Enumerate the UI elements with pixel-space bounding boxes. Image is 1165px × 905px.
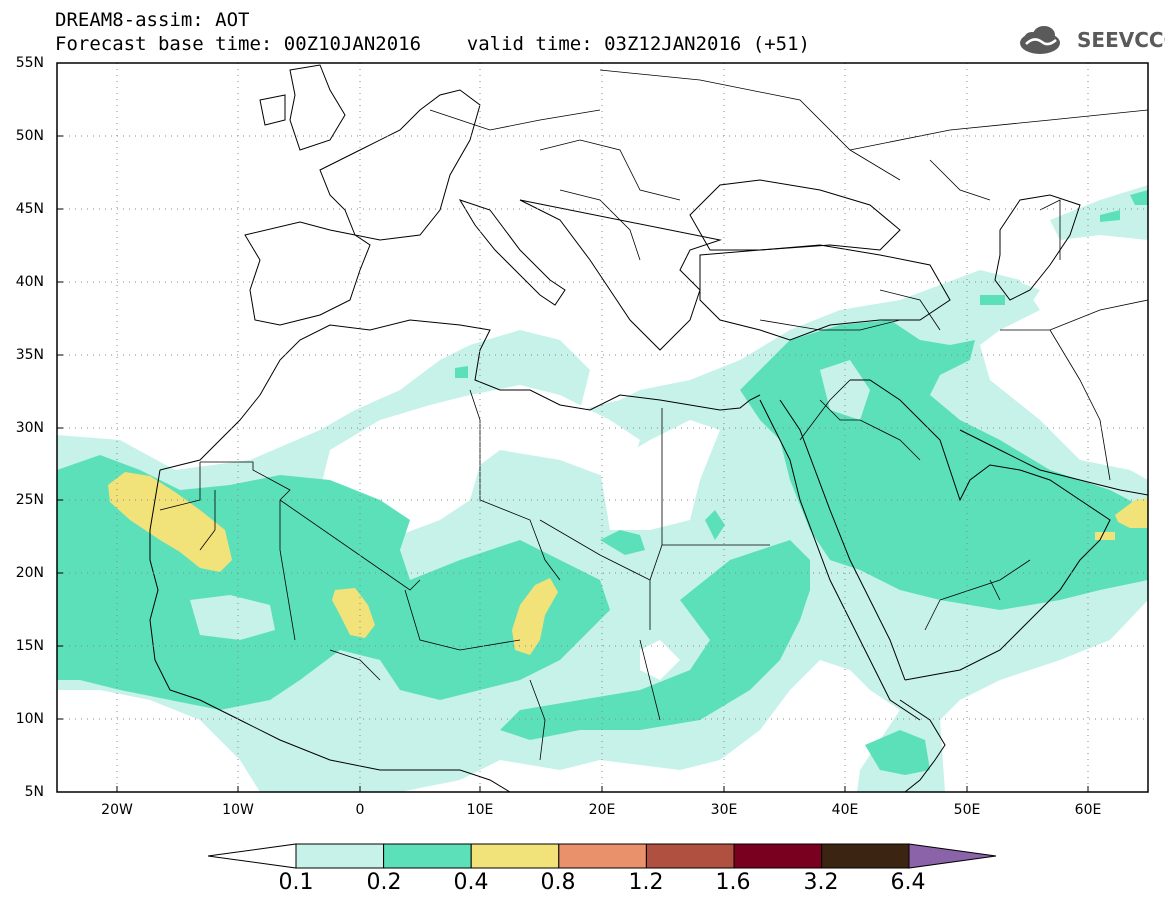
colorbar-label: 0.8 [540, 870, 576, 895]
lat-label: 35N [15, 347, 44, 363]
colorbar-box [470, 843, 560, 869]
lon-label: 20W [101, 802, 133, 818]
axis-ticks [57, 62, 1089, 792]
colorbar-label: 0.1 [278, 870, 314, 895]
lat-label: 25N [15, 492, 44, 508]
map-title: DREAM8-assim: AOT [55, 9, 250, 31]
aot-field-0.1-inner [190, 360, 870, 640]
lat-label: 55N [15, 55, 44, 71]
lon-label: 10W [222, 802, 254, 818]
colorbar-label: 1.2 [628, 870, 664, 895]
colorbar-label: 6.4 [890, 870, 926, 895]
colorbar-boxes [295, 843, 910, 869]
aot-field-0.4 [108, 472, 1148, 655]
colorbar-box [733, 843, 823, 869]
lon-label: 60E [1074, 802, 1102, 818]
coastlines [149, 64, 1148, 792]
lon-label: 50E [953, 802, 981, 818]
colorbar-label: 3.2 [803, 870, 839, 895]
forecast-time-subtitle: Forecast base time: 00Z10JAN2016 valid t… [55, 33, 810, 55]
lat-label: 5N [24, 784, 44, 800]
lat-label: 30N [15, 420, 44, 436]
lat-label: 20N [15, 565, 44, 581]
colorbar-label: 0.2 [366, 870, 402, 895]
lat-label: 45N [15, 201, 44, 217]
colorbar-label: 1.6 [715, 870, 751, 895]
logo-text: SEEVCCC [1077, 28, 1165, 52]
cloud-icon [1020, 26, 1060, 54]
lon-label: 10E [466, 802, 494, 818]
colorbar-box [821, 843, 910, 869]
colorbar-box [383, 843, 472, 869]
lon-label: 40E [831, 802, 859, 818]
lat-label: 50N [15, 128, 44, 144]
lat-label: 40N [15, 274, 44, 290]
seevccc-logo [1020, 26, 1060, 54]
lon-label: 0 [355, 802, 365, 818]
lat-label: 15N [15, 638, 44, 654]
lat-label: 10N [15, 711, 44, 727]
colorbar-min-arrow [207, 843, 297, 869]
lon-label: 30E [710, 802, 738, 818]
colorbar-box [295, 843, 385, 869]
lon-label: 20E [588, 802, 616, 818]
colorbar-box [558, 843, 647, 869]
colorbar-max-arrow [908, 843, 997, 869]
colorbar-box [645, 843, 735, 869]
colorbar-label: 0.4 [453, 870, 489, 895]
